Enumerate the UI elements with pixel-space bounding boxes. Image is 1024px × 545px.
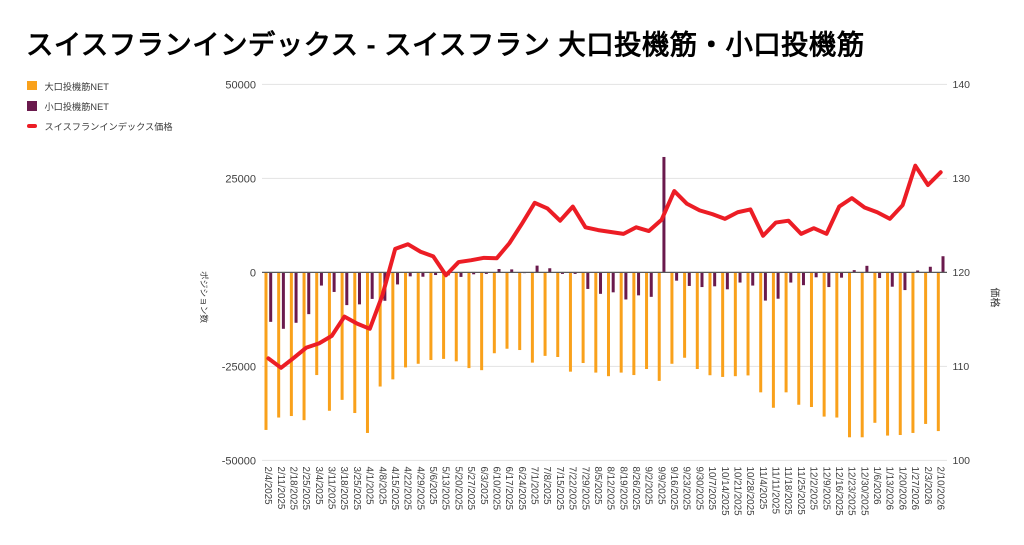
svg-text:5/13/2025: 5/13/2025 (440, 467, 451, 511)
svg-text:7/8/2025: 7/8/2025 (541, 467, 552, 506)
svg-text:2/25/2025: 2/25/2025 (300, 467, 311, 511)
svg-text:2/4/2025: 2/4/2025 (262, 467, 273, 506)
svg-text:6/10/2025: 6/10/2025 (490, 467, 501, 511)
svg-text:7/1/2025: 7/1/2025 (529, 467, 540, 506)
svg-text:2/10/2026: 2/10/2026 (934, 467, 945, 511)
svg-text:6/3/2025: 6/3/2025 (478, 467, 489, 506)
svg-text:7/15/2025: 7/15/2025 (554, 467, 565, 511)
svg-text:8/26/2025: 8/26/2025 (630, 467, 641, 511)
svg-text:1/20/2026: 1/20/2026 (896, 467, 907, 511)
svg-text:10/21/2025: 10/21/2025 (731, 467, 742, 517)
svg-text:ポジション数: ポジション数 (199, 271, 210, 323)
svg-text:3/11/2025: 3/11/2025 (326, 467, 337, 510)
svg-text:12/16/2025: 12/16/2025 (833, 467, 844, 517)
svg-text:-50000: -50000 (222, 455, 256, 467)
svg-text:5/27/2025: 5/27/2025 (465, 467, 476, 511)
svg-text:7/29/2025: 7/29/2025 (579, 467, 590, 511)
svg-text:10/7/2025: 10/7/2025 (706, 467, 717, 511)
svg-text:4/22/2025: 4/22/2025 (402, 467, 413, 511)
svg-text:2/18/2025: 2/18/2025 (288, 467, 299, 511)
svg-text:9/30/2025: 9/30/2025 (693, 467, 704, 511)
svg-text:120: 120 (953, 267, 971, 279)
svg-text:2/3/2026: 2/3/2026 (922, 467, 933, 506)
svg-text:2/11/2025: 2/11/2025 (275, 467, 286, 510)
svg-text:5/6/2025: 5/6/2025 (427, 467, 438, 506)
svg-text:3/4/2025: 3/4/2025 (313, 467, 324, 506)
svg-text:12/30/2025: 12/30/2025 (858, 467, 869, 517)
svg-text:9/23/2025: 9/23/2025 (681, 467, 692, 511)
svg-text:3/18/2025: 3/18/2025 (338, 467, 349, 511)
svg-text:0: 0 (250, 267, 256, 279)
svg-text:11/25/2025: 11/25/2025 (795, 467, 806, 516)
svg-text:8/5/2025: 8/5/2025 (592, 467, 603, 506)
svg-text:1/6/2026: 1/6/2026 (871, 467, 882, 506)
svg-text:10/14/2025: 10/14/2025 (719, 467, 730, 517)
svg-text:11/11/2025: 11/11/2025 (770, 467, 781, 515)
svg-text:11/18/2025: 11/18/2025 (782, 467, 793, 516)
svg-text:10/28/2025: 10/28/2025 (744, 467, 755, 517)
svg-text:25000: 25000 (225, 173, 256, 185)
svg-text:100: 100 (953, 455, 971, 467)
svg-text:9/16/2025: 9/16/2025 (668, 467, 679, 511)
svg-text:4/15/2025: 4/15/2025 (389, 467, 400, 511)
svg-text:3/25/2025: 3/25/2025 (351, 467, 362, 511)
svg-text:50000: 50000 (225, 79, 256, 91)
svg-text:4/29/2025: 4/29/2025 (414, 467, 425, 511)
svg-text:6/17/2025: 6/17/2025 (503, 467, 514, 511)
svg-text:9/2/2025: 9/2/2025 (643, 467, 654, 506)
svg-text:5/20/2025: 5/20/2025 (452, 467, 463, 511)
svg-text:1/27/2026: 1/27/2026 (909, 467, 920, 511)
svg-text:9/9/2025: 9/9/2025 (655, 467, 666, 506)
svg-text:11/4/2025: 11/4/2025 (757, 467, 768, 510)
svg-text:価格: 価格 (989, 288, 1002, 308)
svg-text:8/19/2025: 8/19/2025 (617, 467, 628, 511)
svg-text:4/1/2025: 4/1/2025 (364, 467, 375, 506)
svg-text:1/13/2026: 1/13/2026 (884, 467, 895, 511)
svg-text:110: 110 (953, 361, 970, 373)
svg-text:130: 130 (953, 173, 971, 185)
svg-text:8/12/2025: 8/12/2025 (605, 467, 616, 511)
svg-text:4/8/2025: 4/8/2025 (376, 467, 387, 506)
svg-text:140: 140 (953, 79, 971, 91)
svg-text:12/9/2025: 12/9/2025 (820, 467, 831, 511)
svg-text:6/24/2025: 6/24/2025 (516, 467, 527, 511)
svg-text:7/22/2025: 7/22/2025 (567, 467, 578, 511)
svg-text:-25000: -25000 (222, 361, 256, 373)
svg-text:12/23/2025: 12/23/2025 (846, 467, 857, 517)
svg-text:12/2/2025: 12/2/2025 (808, 467, 819, 511)
